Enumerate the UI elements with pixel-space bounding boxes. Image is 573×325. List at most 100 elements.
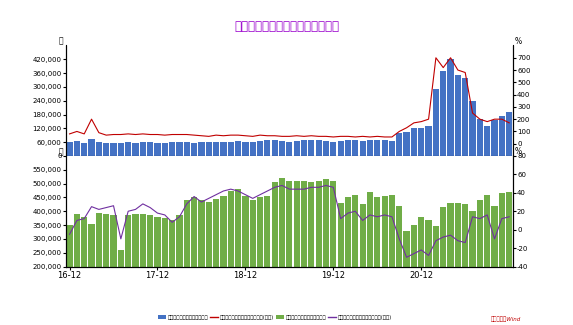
- Bar: [484, 126, 490, 156]
- Bar: [293, 141, 300, 156]
- Bar: [389, 195, 395, 322]
- Bar: [316, 140, 322, 156]
- Bar: [286, 181, 292, 322]
- Bar: [403, 230, 410, 322]
- Bar: [132, 143, 139, 156]
- Bar: [433, 227, 439, 322]
- Bar: [74, 141, 80, 156]
- Bar: [154, 143, 160, 156]
- Bar: [279, 178, 285, 322]
- Bar: [396, 206, 402, 322]
- Bar: [418, 217, 425, 322]
- Bar: [147, 142, 153, 156]
- Bar: [191, 143, 197, 156]
- Bar: [367, 140, 373, 156]
- Bar: [359, 204, 366, 322]
- Bar: [337, 203, 344, 322]
- Bar: [176, 215, 183, 322]
- Bar: [235, 189, 241, 322]
- Bar: [426, 220, 431, 322]
- Bar: [426, 126, 431, 156]
- Bar: [301, 181, 307, 322]
- Bar: [257, 141, 263, 156]
- Bar: [330, 142, 336, 156]
- Bar: [74, 214, 80, 322]
- Bar: [374, 197, 380, 322]
- Bar: [96, 142, 102, 156]
- Bar: [316, 181, 322, 322]
- Bar: [81, 143, 87, 156]
- Text: %: %: [515, 147, 522, 156]
- Bar: [433, 89, 439, 156]
- Bar: [337, 141, 344, 156]
- Bar: [184, 142, 190, 156]
- Bar: [103, 214, 109, 322]
- Bar: [448, 203, 454, 322]
- Bar: [206, 202, 212, 322]
- Bar: [213, 199, 219, 322]
- Bar: [198, 200, 205, 322]
- Bar: [455, 203, 461, 322]
- Bar: [140, 142, 146, 156]
- Bar: [227, 142, 234, 156]
- Bar: [88, 224, 95, 322]
- Bar: [117, 143, 124, 156]
- Bar: [499, 193, 505, 322]
- Bar: [382, 140, 388, 156]
- Bar: [184, 200, 190, 322]
- Bar: [352, 140, 359, 156]
- Bar: [389, 141, 395, 156]
- Bar: [111, 215, 117, 322]
- Bar: [111, 143, 117, 156]
- Bar: [227, 190, 234, 322]
- Bar: [96, 213, 102, 322]
- Bar: [176, 142, 183, 156]
- Bar: [125, 142, 131, 156]
- Text: 吨: 吨: [59, 147, 64, 156]
- Bar: [169, 220, 175, 322]
- Bar: [359, 141, 366, 156]
- Bar: [66, 142, 73, 156]
- Bar: [264, 196, 270, 322]
- Bar: [213, 142, 219, 156]
- Bar: [272, 182, 278, 322]
- Bar: [411, 128, 417, 156]
- Bar: [279, 141, 285, 156]
- Bar: [206, 142, 212, 156]
- Bar: [242, 196, 249, 322]
- Bar: [462, 204, 468, 322]
- Bar: [66, 225, 73, 322]
- Bar: [462, 78, 468, 156]
- Bar: [162, 143, 168, 156]
- Bar: [154, 217, 160, 322]
- Bar: [448, 59, 454, 156]
- Bar: [469, 211, 476, 322]
- Bar: [162, 218, 168, 322]
- Bar: [286, 142, 292, 156]
- Legend: 未锻造的铝及铝材当月进口量, 未锻造的铝及铝材当月进口同比(右轴), 未锻造的铝及铝材当月出口量, 未锻造的铝及铝材当月出口同比(右轴): 未锻造的铝及铝材当月进口量, 未锻造的铝及铝材当月进口同比(右轴), 未锻造的铝…: [156, 313, 394, 322]
- Bar: [506, 192, 512, 322]
- Bar: [125, 215, 131, 322]
- Bar: [147, 215, 153, 322]
- Bar: [440, 207, 446, 322]
- Bar: [308, 140, 315, 156]
- Bar: [492, 120, 497, 156]
- Bar: [403, 132, 410, 156]
- Bar: [323, 179, 329, 322]
- Bar: [140, 214, 146, 322]
- Bar: [455, 75, 461, 156]
- Bar: [272, 140, 278, 156]
- Bar: [469, 101, 476, 156]
- Bar: [382, 196, 388, 322]
- Bar: [499, 116, 505, 156]
- Bar: [198, 142, 205, 156]
- Bar: [477, 119, 483, 156]
- Bar: [257, 197, 263, 322]
- Bar: [191, 197, 197, 322]
- Text: 未锻造的铝及铝材月度进出口情况: 未锻造的铝及铝材月度进出口情况: [234, 20, 339, 32]
- Bar: [484, 195, 490, 322]
- Bar: [220, 142, 226, 156]
- Bar: [264, 140, 270, 156]
- Bar: [250, 200, 256, 322]
- Bar: [169, 142, 175, 156]
